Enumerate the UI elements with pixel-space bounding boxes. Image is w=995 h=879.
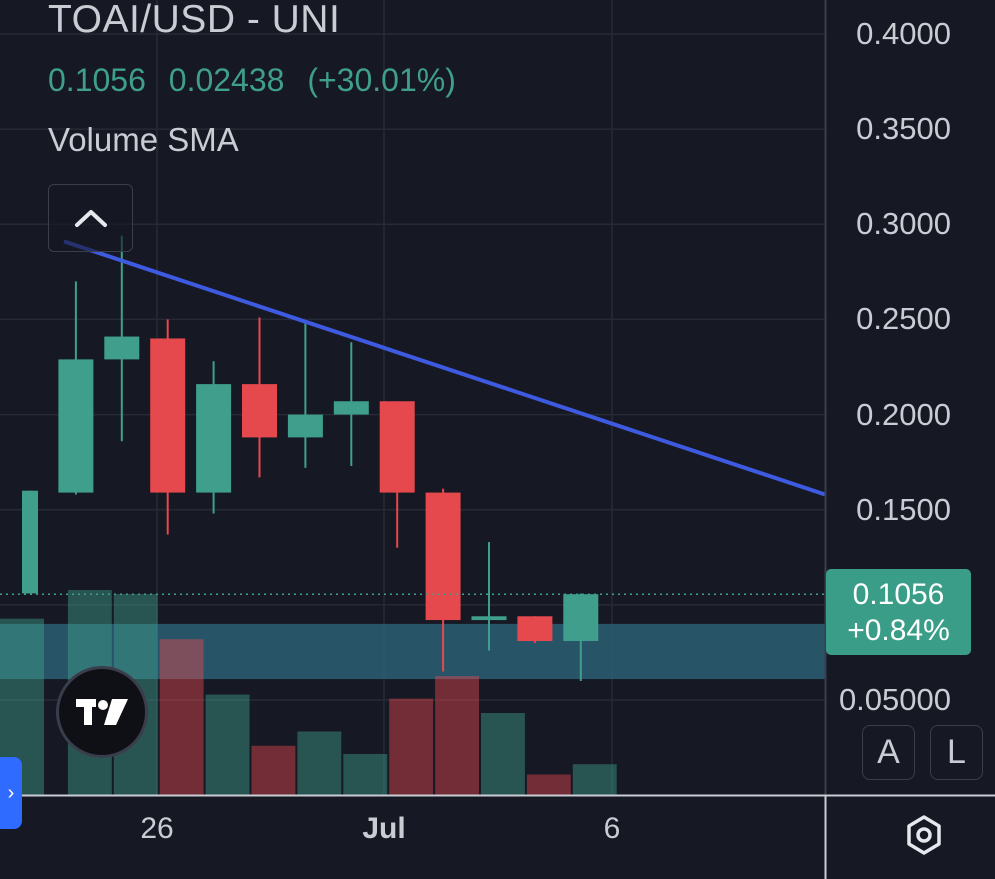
candle: [22, 490, 38, 594]
volume-bar: [572, 764, 617, 795]
tradingview-logo-mark: [76, 699, 128, 725]
volume-bar: [481, 713, 525, 795]
price-change: 0.02438: [168, 62, 285, 98]
candle: [563, 593, 599, 681]
candle-body: [425, 492, 461, 621]
current-price-badge: 0.1056 +0.84%: [826, 569, 971, 655]
candle-body: [242, 384, 277, 438]
candle: [104, 235, 140, 442]
candle: [425, 488, 461, 672]
candle: [287, 323, 323, 468]
time-axis-tick: 6: [603, 812, 621, 845]
support-zone-rect: [0, 623, 825, 680]
candle-body: [58, 359, 94, 493]
auto-scale-button[interactable]: A: [862, 725, 915, 780]
volume-bar: [343, 754, 388, 795]
candle-body: [287, 414, 323, 438]
side-panel-toggle[interactable]: ›: [0, 757, 22, 829]
price-axis-tick: 0.2500: [856, 301, 951, 337]
candles: [22, 235, 599, 681]
volume-bar: [159, 639, 204, 795]
candle-body: [150, 338, 186, 493]
candle-body: [333, 401, 369, 415]
last-price: 0.1056: [48, 62, 146, 98]
volume-bar: [251, 745, 296, 795]
candle: [471, 542, 507, 651]
candle: [196, 361, 232, 514]
badge-change: +0.84%: [847, 614, 950, 647]
candle-body: [471, 616, 507, 621]
volume-bar: [389, 698, 434, 795]
log-scale-button[interactable]: L: [930, 725, 983, 780]
candle-body: [22, 490, 38, 594]
price-axis-tick: 0.2000: [856, 396, 951, 432]
candle-body: [196, 384, 232, 493]
candle-body: [379, 401, 415, 493]
symbol-title[interactable]: TOAI/USD - UNI: [48, 0, 341, 41]
tradingview-logo[interactable]: [56, 666, 148, 758]
price-axis-tick: 0.1500: [856, 491, 951, 527]
candle-body: [517, 616, 553, 642]
price-axis-tick: 0.3500: [856, 111, 951, 147]
price-axis-tick: 0.3000: [856, 206, 951, 242]
volume-bar: [297, 731, 342, 795]
candle: [333, 342, 369, 466]
candle: [379, 401, 415, 548]
gear-icon[interactable]: [901, 812, 947, 858]
price-axis-tick: 0.4000: [856, 16, 951, 51]
candle-body: [563, 594, 599, 642]
candle-body: [104, 336, 140, 360]
candle: [150, 319, 186, 535]
volume-bar: [526, 774, 571, 795]
trendline[interactable]: [63, 239, 826, 497]
price-change-percent: (+30.01%): [307, 62, 456, 98]
time-axis-tick: 26: [140, 812, 174, 845]
indicator-label[interactable]: Volume SMA: [48, 121, 239, 158]
price-summary: 0.1056 0.02438 (+30.01%): [48, 62, 470, 99]
price-axis-tick: 0.05000: [838, 682, 951, 717]
chevron-up-icon: [74, 210, 107, 227]
badge-price: 0.1056: [852, 578, 945, 611]
collapse-legend-button[interactable]: [48, 184, 133, 252]
volume-bar: [205, 694, 250, 795]
candle: [517, 616, 553, 643]
support-zone: [0, 623, 825, 680]
volume-bar: [435, 676, 479, 795]
time-axis-tick: Jul: [362, 812, 406, 845]
chevron-right-icon: ›: [7, 781, 15, 804]
trendline-segment: [63, 239, 826, 497]
candle: [58, 281, 94, 495]
candle: [242, 317, 277, 478]
